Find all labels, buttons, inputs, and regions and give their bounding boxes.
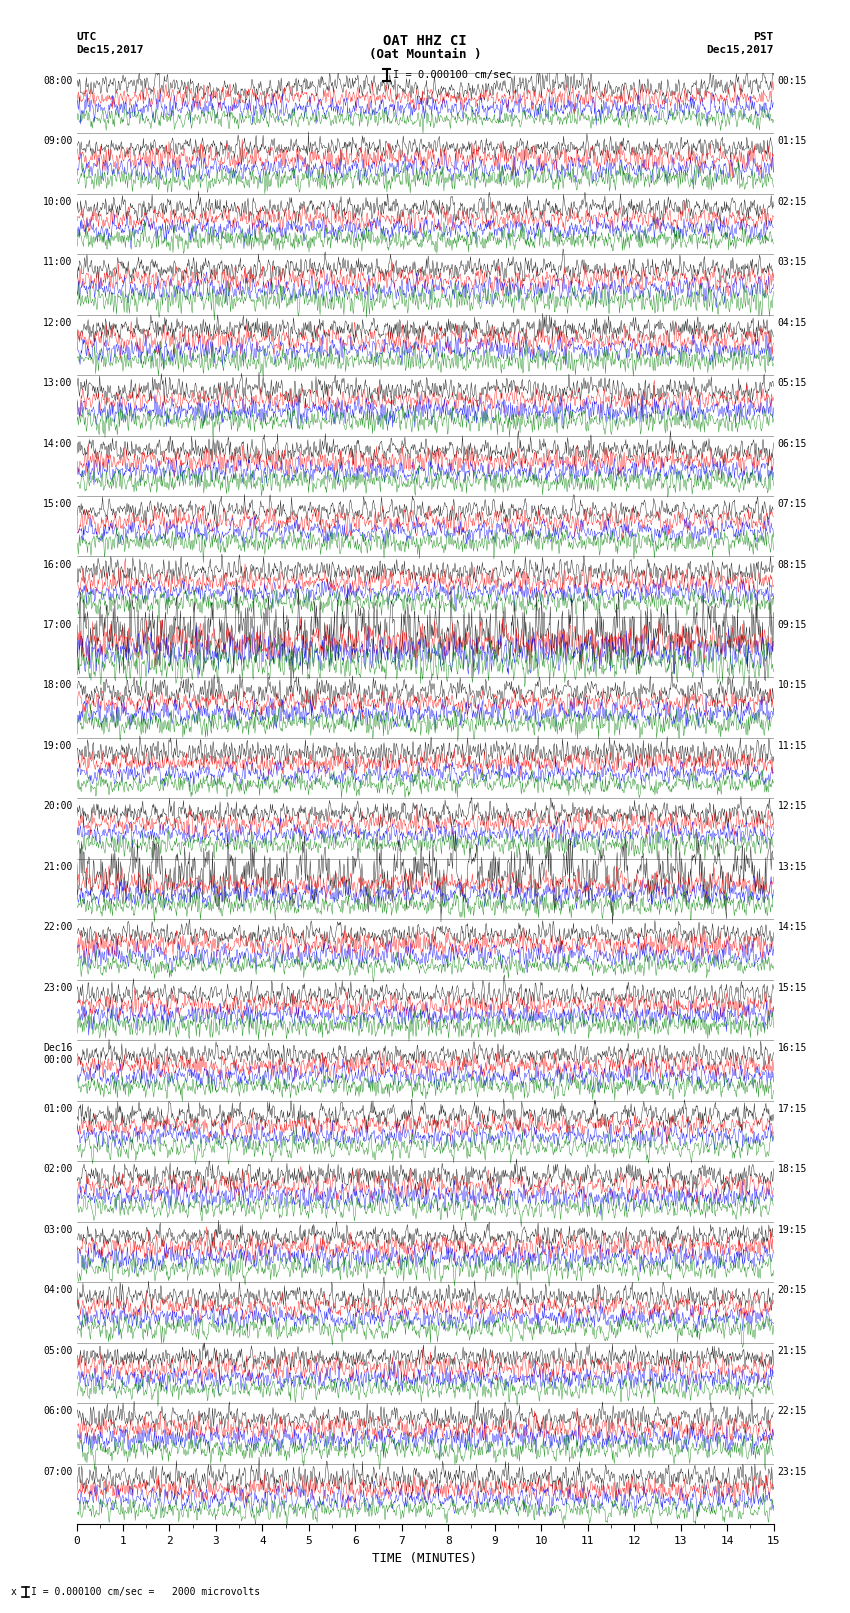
Text: 21:00: 21:00 — [42, 861, 72, 873]
Text: Dec16
00:00: Dec16 00:00 — [42, 1044, 72, 1065]
Text: PST: PST — [753, 32, 774, 42]
Text: 16:00: 16:00 — [42, 560, 72, 569]
Text: 07:15: 07:15 — [778, 498, 807, 510]
Text: 10:00: 10:00 — [42, 197, 72, 206]
Text: 08:15: 08:15 — [778, 560, 807, 569]
Text: 18:00: 18:00 — [42, 681, 72, 690]
Text: 11:15: 11:15 — [778, 740, 807, 752]
Text: 08:00: 08:00 — [42, 76, 72, 85]
Text: UTC: UTC — [76, 32, 97, 42]
Text: I = 0.000100 cm/sec: I = 0.000100 cm/sec — [393, 69, 512, 81]
Text: 19:00: 19:00 — [42, 740, 72, 752]
Text: 07:00: 07:00 — [42, 1466, 72, 1478]
Text: 22:15: 22:15 — [778, 1407, 807, 1416]
Text: 13:15: 13:15 — [778, 861, 807, 873]
Text: 04:15: 04:15 — [778, 318, 807, 327]
Text: 09:00: 09:00 — [42, 135, 72, 147]
Text: I = 0.000100 cm/sec =   2000 microvolts: I = 0.000100 cm/sec = 2000 microvolts — [31, 1587, 260, 1597]
Text: 16:15: 16:15 — [778, 1044, 807, 1053]
Text: Dec15,2017: Dec15,2017 — [706, 45, 774, 55]
Text: 15:15: 15:15 — [778, 982, 807, 994]
Text: 03:00: 03:00 — [42, 1224, 72, 1236]
Text: 17:15: 17:15 — [778, 1103, 807, 1115]
Text: Dec15,2017: Dec15,2017 — [76, 45, 144, 55]
Text: 10:15: 10:15 — [778, 681, 807, 690]
Text: 20:00: 20:00 — [42, 802, 72, 811]
Text: 17:00: 17:00 — [42, 619, 72, 631]
Text: 00:15: 00:15 — [778, 76, 807, 85]
Text: 05:00: 05:00 — [42, 1345, 72, 1357]
X-axis label: TIME (MINUTES): TIME (MINUTES) — [372, 1552, 478, 1565]
Text: 14:15: 14:15 — [778, 923, 807, 932]
Text: (Oat Mountain ): (Oat Mountain ) — [369, 48, 481, 61]
Text: x: x — [11, 1587, 17, 1597]
Text: 02:15: 02:15 — [778, 197, 807, 206]
Text: 19:15: 19:15 — [778, 1224, 807, 1236]
Text: 23:00: 23:00 — [42, 982, 72, 994]
Text: 02:00: 02:00 — [42, 1165, 72, 1174]
Text: 22:00: 22:00 — [42, 923, 72, 932]
Text: 06:15: 06:15 — [778, 439, 807, 448]
Text: 14:00: 14:00 — [42, 439, 72, 448]
Text: 11:00: 11:00 — [42, 256, 72, 268]
Text: 20:15: 20:15 — [778, 1286, 807, 1295]
Text: 21:15: 21:15 — [778, 1345, 807, 1357]
Text: 01:00: 01:00 — [42, 1103, 72, 1115]
Text: 12:00: 12:00 — [42, 318, 72, 327]
Text: OAT HHZ CI: OAT HHZ CI — [383, 34, 467, 48]
Text: 01:15: 01:15 — [778, 135, 807, 147]
Text: 09:15: 09:15 — [778, 619, 807, 631]
Text: 15:00: 15:00 — [42, 498, 72, 510]
Text: 18:15: 18:15 — [778, 1165, 807, 1174]
Text: 12:15: 12:15 — [778, 802, 807, 811]
Text: 06:00: 06:00 — [42, 1407, 72, 1416]
Text: 23:15: 23:15 — [778, 1466, 807, 1478]
Text: 05:15: 05:15 — [778, 377, 807, 389]
Text: 13:00: 13:00 — [42, 377, 72, 389]
Text: 04:00: 04:00 — [42, 1286, 72, 1295]
Text: 03:15: 03:15 — [778, 256, 807, 268]
